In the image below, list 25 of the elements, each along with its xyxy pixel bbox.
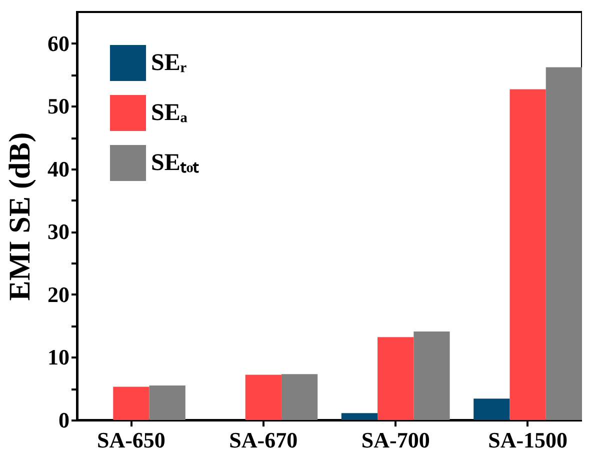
y-tick-label: 50: [48, 94, 70, 119]
x-tick-label: SA-650: [96, 428, 166, 452]
bar: [414, 331, 450, 420]
bar: [341, 413, 378, 420]
legend-label: SEᵣ: [151, 50, 186, 76]
y-tick-label: 40: [48, 156, 70, 182]
y-tick-label: 0: [58, 408, 70, 432]
y-tick-label: 20: [48, 282, 70, 307]
bar: [546, 67, 582, 420]
bar: [149, 385, 186, 420]
bar: [245, 374, 282, 420]
bar: [281, 374, 318, 420]
bar: [510, 89, 546, 420]
legend-label: SEₜₒₜ: [151, 150, 200, 176]
y-tick-label: 60: [48, 30, 70, 56]
y-tick-label: 10: [48, 344, 70, 370]
x-tick-label: SA-1500: [488, 428, 568, 452]
bar: [113, 386, 150, 420]
y-tick-label: 30: [48, 219, 70, 244]
x-tick-label: SA-670: [229, 428, 298, 452]
legend-label: SEₐ: [151, 100, 188, 126]
bar: [378, 337, 414, 420]
y-axis-title: EMI SE (dB): [4, 132, 36, 301]
x-tick-label: SA-700: [361, 428, 430, 452]
bar: [474, 398, 510, 420]
